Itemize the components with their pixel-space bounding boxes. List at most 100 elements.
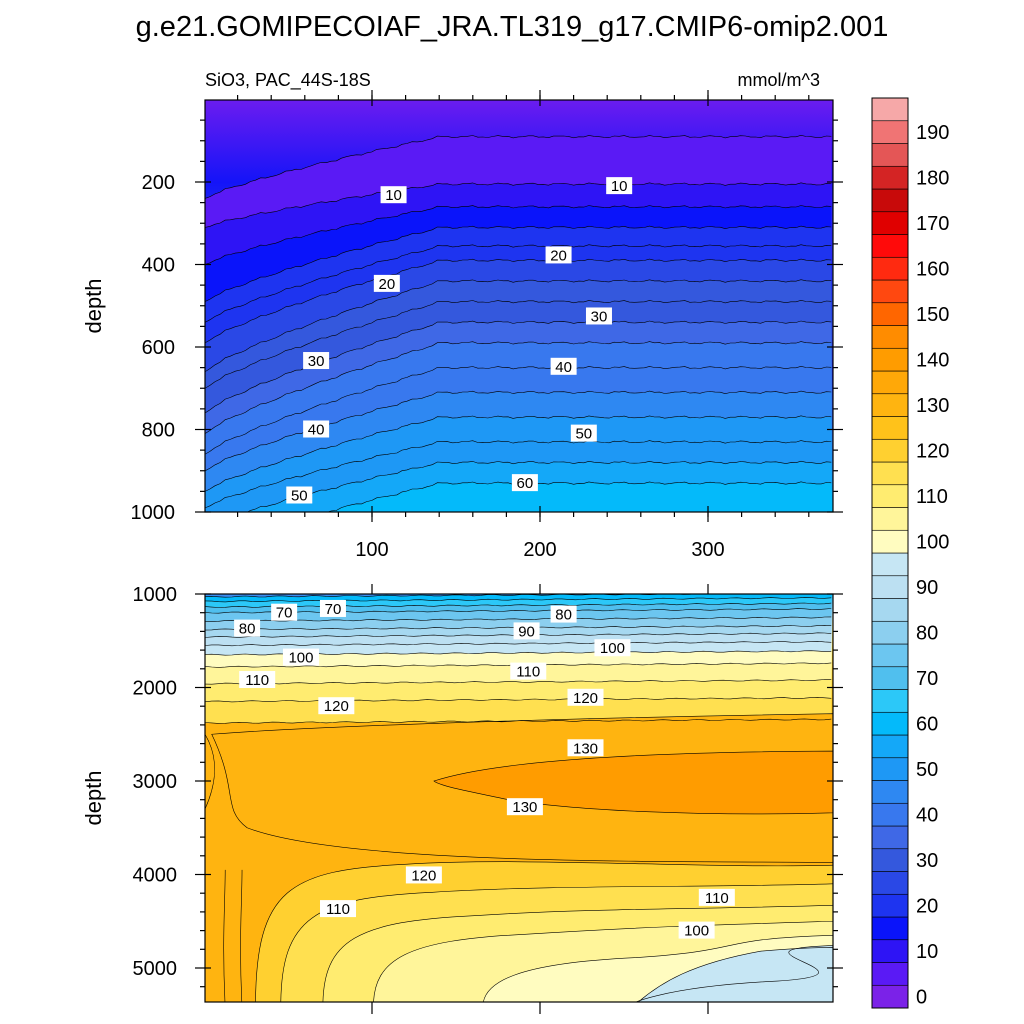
colorbar-swatch <box>871 962 909 986</box>
colorbar-swatch <box>871 370 909 395</box>
colorbar-tick-label: 180 <box>916 168 949 190</box>
upper-axis-tick-labels: 200 400 600 800 1000 100 200 300 <box>131 172 725 561</box>
contour-label-text: 20 <box>378 276 395 293</box>
contour-label-text: 10 <box>385 187 402 204</box>
contour-label-text: 50 <box>575 426 592 443</box>
contour-label-box <box>698 888 735 906</box>
colorbar-swatch <box>871 643 909 668</box>
upper-axis-ticks <box>195 90 843 522</box>
colorbar-swatch <box>871 188 909 213</box>
colorbar-swatch <box>871 620 909 645</box>
lower-axis-tick-labels: 1000 2000 3000 4000 5000 <box>133 584 178 980</box>
upper-contour-line <box>205 182 832 228</box>
contour-label-text: 80 <box>239 621 256 638</box>
y-tick-label: 400 <box>142 255 175 277</box>
contour-label-box <box>282 648 319 666</box>
colorbar-swatch <box>871 347 909 372</box>
lower-contour-labels: 70 70 80 80 90 100 100 110 110 110 110 120 120 120 130… <box>234 599 735 940</box>
lower-contour-line <box>483 934 833 1002</box>
lower-contour-line <box>205 594 825 598</box>
upper-contour-labels: 10 10 20 20 30 30 40 40 50 50 60 <box>286 177 633 505</box>
colorbar-swatch <box>871 120 909 144</box>
upper-ylabel: depth <box>81 278 106 333</box>
colorbar-tick-label: 70 <box>916 668 938 690</box>
x-tick-label: 200 <box>523 539 556 561</box>
colorbar-swatch <box>871 234 909 258</box>
colorbar-swatch <box>871 575 909 599</box>
contour-label: 110 <box>698 888 735 907</box>
colorbar-swatch <box>871 689 909 713</box>
upper-contour-line <box>205 205 832 265</box>
contour-label-box <box>594 639 631 657</box>
y-tick-label: 600 <box>142 337 175 359</box>
contour-label-text: 130 <box>573 740 598 757</box>
colorbar-swatch <box>871 256 909 281</box>
colorbar-tick-label: 120 <box>916 441 949 463</box>
contour-label: 10 <box>380 186 407 204</box>
lower-panel-frame <box>204 593 834 1003</box>
contour-label: 130 <box>506 798 543 816</box>
contour-label: 50 <box>570 424 597 443</box>
colorbar-swatch <box>871 302 909 326</box>
contour-label-text: 20 <box>550 247 567 264</box>
contour-label: 70 <box>271 603 298 622</box>
contour-label-text: 120 <box>573 690 598 707</box>
contour-label-text: 100 <box>600 640 625 657</box>
y-tick-label: 4000 <box>133 865 178 887</box>
contour-label-text: 40 <box>308 422 325 439</box>
colorbar-swatch <box>871 598 909 622</box>
x-tick-label: 300 <box>691 539 724 561</box>
upper-contour-line <box>205 341 832 434</box>
y-tick-label: 200 <box>142 172 175 194</box>
contour-label: 120 <box>567 688 604 707</box>
contour-label: 100 <box>678 921 715 940</box>
contour-label-box <box>550 357 577 375</box>
contour-label: 100 <box>594 639 631 657</box>
colorbar-swatch <box>871 893 909 918</box>
colorbar-swatch <box>871 165 909 190</box>
contour-label: 50 <box>286 486 313 505</box>
lower-band <box>637 947 833 1002</box>
colorbar-tick-label: 160 <box>916 259 949 281</box>
contour-label: 40 <box>303 420 330 439</box>
lower-contour-line <box>205 608 832 614</box>
contour-label-text: 110 <box>326 901 350 918</box>
contour-label-text: 30 <box>591 308 608 325</box>
colorbar-tick-label: 100 <box>916 532 949 554</box>
colorbar-swatch <box>871 666 909 690</box>
lower-contour-line <box>205 734 215 810</box>
colorbar-swatch <box>871 143 909 167</box>
lower-contour-line <box>205 718 832 724</box>
upper-contour-line <box>205 134 832 199</box>
lower-panel <box>205 594 833 1002</box>
contour-label-box <box>570 424 597 442</box>
contour-label: 10 <box>606 177 633 195</box>
contour-label-box <box>567 739 604 757</box>
contour-label: 70 <box>319 599 346 618</box>
contour-label-text: 60 <box>517 475 534 492</box>
contour-label-text: 100 <box>684 923 709 940</box>
lower-contour-line <box>205 679 832 685</box>
colorbar-swatch <box>871 871 909 895</box>
lower-contour-line <box>205 616 832 622</box>
colorbar-tick-label: 30 <box>916 850 938 872</box>
contour-label: 30 <box>585 307 612 325</box>
contour-label-box <box>318 697 355 715</box>
contour-label: 30 <box>303 352 330 370</box>
colorbar-frame <box>871 97 909 1009</box>
lower-contour-line <box>205 696 832 703</box>
upper-contour-line <box>205 244 832 323</box>
contour-label-text: 10 <box>611 178 628 195</box>
contour-label-box <box>320 900 357 918</box>
colorbar-swatch <box>871 97 909 122</box>
contour-label: 60 <box>511 474 538 492</box>
lower-band <box>205 594 758 598</box>
contour-label: 90 <box>513 622 540 640</box>
contour-label-box <box>567 688 604 706</box>
contour-label-text: 110 <box>516 664 540 681</box>
contour-label-text: 30 <box>308 353 325 370</box>
contour-label-text: 110 <box>705 890 729 907</box>
contour-label-box <box>511 474 538 492</box>
contour-label-box <box>234 619 261 637</box>
